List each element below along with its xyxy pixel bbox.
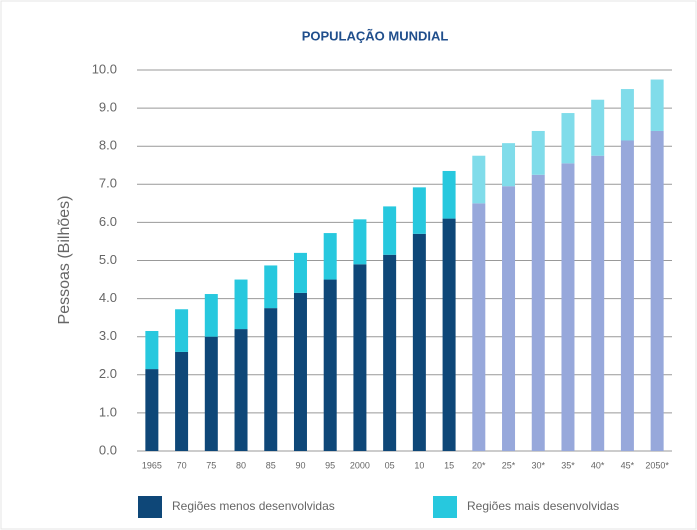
x-tick-label: 20* xyxy=(472,460,486,470)
x-tick-label: 75 xyxy=(206,460,216,470)
bar-segment xyxy=(412,233,426,451)
y-tick-label: 6.0 xyxy=(99,214,117,229)
legend-label: Regiões mais desenvolvidas xyxy=(467,499,619,513)
bar-segment xyxy=(383,254,397,451)
bar-segment xyxy=(264,308,278,451)
bar-segment xyxy=(442,170,456,219)
bar-segment xyxy=(620,140,634,452)
bar-segment xyxy=(204,336,218,451)
x-tick-label: 40* xyxy=(591,460,605,470)
bar-segment xyxy=(353,264,367,451)
y-tick-label: 0.0 xyxy=(99,442,117,457)
chart-title: POPULAÇÃO MUNDIAL xyxy=(302,28,449,43)
x-tick-label: 80 xyxy=(236,460,246,470)
bar-segment xyxy=(175,309,189,352)
bar-segment xyxy=(531,130,545,175)
x-tick-label: 15 xyxy=(444,460,454,470)
bar-segment xyxy=(383,206,397,255)
bar-segment xyxy=(323,279,337,451)
y-axis-label: Pessoas (Bilhões) xyxy=(56,196,73,325)
bar-segment xyxy=(502,143,516,187)
bar-segment xyxy=(145,330,159,370)
bar-segment xyxy=(145,369,159,451)
x-tick-label: 70 xyxy=(177,460,187,470)
bar-segment xyxy=(591,99,605,156)
y-tick-label: 1.0 xyxy=(99,404,117,419)
bar-segment xyxy=(502,186,516,451)
bar-segment xyxy=(561,163,575,451)
x-tick-label: 05 xyxy=(385,460,395,470)
x-tick-label: 30* xyxy=(531,460,545,470)
x-tick-label: 45* xyxy=(621,460,635,470)
bar-segment xyxy=(442,218,456,451)
y-tick-label: 5.0 xyxy=(99,252,117,267)
bar-segment xyxy=(650,79,664,131)
bar-segment xyxy=(650,130,664,451)
x-tick-label: 85 xyxy=(266,460,276,470)
bar-segment xyxy=(561,113,575,164)
x-tick-label: 2050* xyxy=(645,460,669,470)
bar-segment xyxy=(293,292,307,451)
x-tick-label: 95 xyxy=(325,460,335,470)
bar-segment xyxy=(472,155,486,204)
x-tick-label: 2000 xyxy=(350,460,370,470)
x-tick-label: 10 xyxy=(414,460,424,470)
bar-segment xyxy=(234,329,248,451)
y-tick-label: 3.0 xyxy=(99,328,117,343)
bar-segment xyxy=(323,233,337,280)
x-tick-label: 25* xyxy=(502,460,516,470)
bar-segment xyxy=(472,203,486,451)
y-tick-label: 2.0 xyxy=(99,366,117,381)
bar-segment xyxy=(204,294,218,337)
bar-segment xyxy=(293,252,307,293)
bar-segment xyxy=(620,89,634,141)
y-tick-label: 9.0 xyxy=(99,100,117,115)
bar-segment xyxy=(175,351,189,451)
bar-segment xyxy=(353,219,367,265)
legend-label: Regiões menos desenvolvidas xyxy=(172,499,335,513)
x-tick-label: 35* xyxy=(561,460,575,470)
x-tick-label: 90 xyxy=(295,460,305,470)
y-tick-label: 10.0 xyxy=(92,61,117,76)
bar-segment xyxy=(234,279,248,330)
y-tick-label: 4.0 xyxy=(99,290,117,305)
bar-segment xyxy=(412,187,426,234)
bar-segment xyxy=(531,174,545,451)
y-tick-label: 7.0 xyxy=(99,176,117,191)
bar-segment xyxy=(591,155,605,451)
x-tick-label: 1965 xyxy=(142,460,162,470)
legend-swatch xyxy=(433,496,457,518)
bar-segment xyxy=(264,265,278,309)
y-tick-label: 8.0 xyxy=(99,138,117,153)
legend-swatch xyxy=(138,496,162,518)
